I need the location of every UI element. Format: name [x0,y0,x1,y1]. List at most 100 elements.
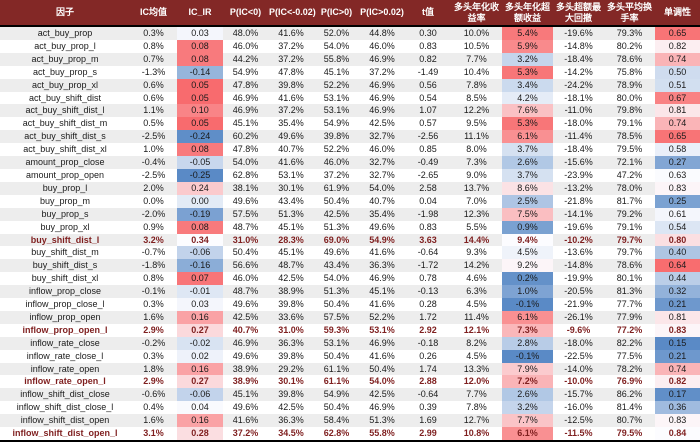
table-cell: 1.07 [419,105,437,116]
table-cell: 5.9% [502,39,553,53]
table-cell: 49.6% [232,402,259,413]
table-row: act_buy_prop_s -1.3% -0.14 54.9% 47.8% 45.1% 3… [0,65,700,79]
table-cell: 81.3% [616,286,643,297]
table-cell: 0.85 [419,144,437,155]
table-cell: 6.1% [502,130,553,144]
table-cell: 37.2% [278,40,304,51]
table-cell: 0.6% [143,79,164,90]
table-cell: 46.0% [232,273,259,284]
table-cell: 0.16 [177,362,223,376]
table-cell: 9.5% [466,118,487,129]
table-cell: 0.64 [655,259,700,273]
table-cell: 9.4% [502,233,553,247]
table-cell: 79.8% [616,105,643,116]
table-cell: -16.0% [564,402,593,413]
table-cell: -15.6% [564,157,593,168]
table-cell: 13.7% [463,182,490,193]
table-cell: 36.3% [278,337,304,348]
table-cell: 45.1% [232,389,259,400]
table-cell: 12.7% [463,415,490,426]
table-cell: 46.9% [369,273,395,284]
table-cell: 80.7% [616,415,643,426]
table-cell: -18.0% [564,337,593,348]
table-cell: 54.9% [323,118,350,129]
table-cell: 46.9% [369,53,395,64]
factor-name: buy_shift_dist_l [30,234,100,245]
factor-name: inflow_rate_close_l [26,350,104,361]
table-cell: 38.9% [232,376,259,387]
table-cell: 46.0% [369,40,395,51]
table-cell: 0.57 [419,118,437,129]
table-cell: 40.7% [278,144,304,155]
table-cell: 47.2% [616,169,643,180]
table-cell: 39.8% [278,389,304,400]
column-header-0: 因子 [0,0,130,27]
factor-name: inflow_shift_dist_close_l [16,402,114,413]
table-cell: 8.2% [466,337,487,348]
table-cell: 50.4% [323,299,350,310]
table-cell: 54.0% [232,157,259,168]
column-header-12: 单调性 [655,0,700,27]
factor-name: buy_prop_s [41,208,89,219]
table-cell: -15.7% [564,389,593,400]
table-cell: 7.9% [502,362,553,376]
table-row: inflow_rate_close -0.2% -0.02 46.9% 36.3% 53.… [0,336,700,350]
column-header-5: P(IC>0) [314,0,359,27]
table-row: buy_prop_l 2.0% 0.24 38.1% 30.1% 61.9% 54.0% 2.… [0,181,700,195]
table-cell: 3.7% [502,168,553,182]
table-cell: 35.4% [278,118,304,129]
table-cell: -0.19 [177,207,223,221]
table-cell: 41.6% [278,157,304,168]
factor-name: buy_prop_l [42,182,88,193]
table-cell: 53.1% [323,92,350,103]
factor-name: act_buy_shift_dist_s [24,131,106,142]
table-cell: 46.0% [232,40,259,51]
table-row: inflow_prop_close_l 0.3% 0.03 49.6% 39.8% 50.… [0,298,700,311]
table-cell: 0.80 [655,233,700,247]
table-cell: 0.24 [177,181,223,195]
table-cell: 8.5% [466,92,487,103]
table-row: buy_prop_xl 0.9% 0.08 48.7% 45.1% 51.3% 49.6% 0… [0,220,700,234]
table-cell: 0.78 [419,273,437,284]
table-cell: -14.8% [564,260,593,271]
table-cell: 1.1% [143,105,164,116]
table-row: buy_shift_dist_m -0.7% -0.06 50.4% 45.1% 49.6… [0,246,700,260]
table-cell: -26.1% [564,311,593,322]
table-cell: 80.0% [616,92,643,103]
table-cell: 0.74 [655,362,700,376]
table-cell: 0.74 [655,52,700,66]
factor-name: inflow_prop_close_l [25,299,105,310]
table-cell: 12.3% [463,208,490,219]
table-cell: 0.04 [177,401,223,415]
table-cell: 6.1% [502,310,553,324]
factor-name: buy_prop_m [39,195,91,206]
table-cell: 0.0% [143,195,164,206]
table-cell: 0.58 [655,143,700,157]
table-cell: 0.04 [419,195,437,206]
table-cell: 13.3% [463,363,490,374]
table-cell: 48.7% [232,221,259,232]
table-cell: 33.6% [278,311,304,322]
table-cell: 50.4% [369,363,395,374]
factor-name: buy_shift_dist_m [31,247,99,258]
table-cell: 54.9% [232,66,259,77]
table-cell: 50.4% [323,402,350,413]
table-cell: 1.69 [419,415,437,426]
table-cell: -0.2% [141,337,166,348]
table-cell: -1.3% [141,66,166,77]
factor-name: act_buy_prop_l [34,40,96,51]
table-cell: 7.6% [502,104,553,118]
table-cell: 42.5% [369,118,395,129]
table-cell: 45.1% [232,118,259,129]
table-cell: 60.2% [232,131,259,142]
table-cell: -22.5% [564,350,593,361]
table-cell: 0.34 [177,233,223,247]
table-cell: 0.67 [655,91,700,105]
table-row: inflow_prop_close -0.1% -0.01 48.7% 38.9% 51.… [0,285,700,299]
table-cell: -0.4% [141,157,166,168]
table-cell: 52.2% [323,144,350,155]
table-cell: -19.9% [564,273,593,284]
table-cell: 77.5% [616,350,643,361]
table-cell: 78.2% [616,363,643,374]
table-cell: 0.51 [655,78,700,92]
